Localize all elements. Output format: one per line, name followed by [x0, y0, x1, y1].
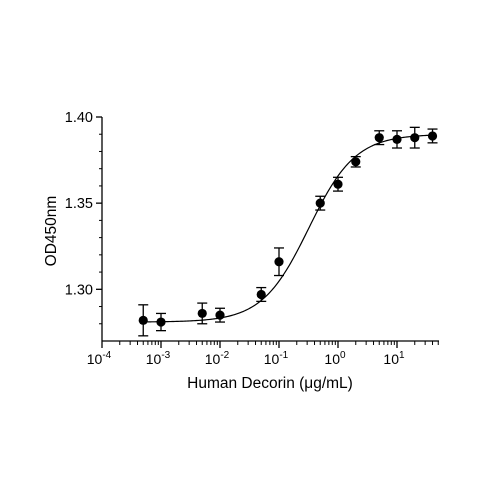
- data-point: [410, 133, 420, 143]
- x-axis-label: Human Decorin (μg/mL): [187, 375, 353, 392]
- fit-curve-group: [143, 134, 433, 323]
- data-point-group: [315, 195, 326, 211]
- data-point: [374, 133, 384, 143]
- data-point-group: [156, 312, 166, 332]
- data-point: [427, 131, 438, 141]
- data-point-group: [409, 126, 420, 149]
- data-point: [156, 317, 166, 327]
- data-point-group: [215, 307, 225, 323]
- data-point: [197, 308, 207, 319]
- data-point-group: [374, 130, 385, 146]
- data-point-group: [333, 176, 343, 192]
- data-point-group: [392, 130, 402, 149]
- x-tick-label: 10-1: [264, 350, 289, 367]
- data-point: [315, 198, 325, 208]
- data-point-group: [427, 128, 438, 144]
- x-tick-label: 10-4: [87, 350, 112, 367]
- data-point: [351, 157, 361, 167]
- data-point-group: [256, 286, 267, 303]
- data-point: [392, 134, 402, 144]
- x-axis: 10-4 10-3 10-2 10-1 100 101: [87, 340, 439, 367]
- data-point-group: [138, 304, 149, 337]
- data-point-group: [197, 302, 208, 325]
- y-axis: 1.30 1.35 1.40: [65, 110, 103, 341]
- y-tick-label: 1.35: [65, 196, 93, 212]
- x-tick-label: 10-2: [205, 350, 230, 367]
- x-tick-exponent: -4: [102, 350, 111, 361]
- fit-curve: [143, 134, 433, 323]
- x-tick-exponent: 1: [399, 350, 405, 361]
- y-tick-label: 1.30: [65, 282, 93, 298]
- data-point: [215, 310, 225, 320]
- data-point: [256, 289, 266, 300]
- x-tick-exponent: -2: [220, 350, 229, 361]
- x-tick-label: 10-3: [146, 350, 171, 367]
- data-point-group: [350, 155, 361, 168]
- x-tick-exponent: -3: [161, 350, 170, 361]
- x-tick-label: 100: [324, 350, 346, 367]
- data-point: [333, 179, 343, 189]
- data-points: [138, 126, 438, 337]
- y-axis-label: OD450nm: [43, 196, 60, 267]
- x-tick-exponent: -1: [279, 350, 288, 361]
- data-point-group: [274, 247, 284, 277]
- x-tick-label: 101: [383, 350, 405, 367]
- data-point: [274, 257, 284, 267]
- x-tick-exponent: 0: [340, 350, 346, 361]
- y-tick-label: 1.40: [65, 110, 93, 126]
- data-point: [138, 315, 148, 325]
